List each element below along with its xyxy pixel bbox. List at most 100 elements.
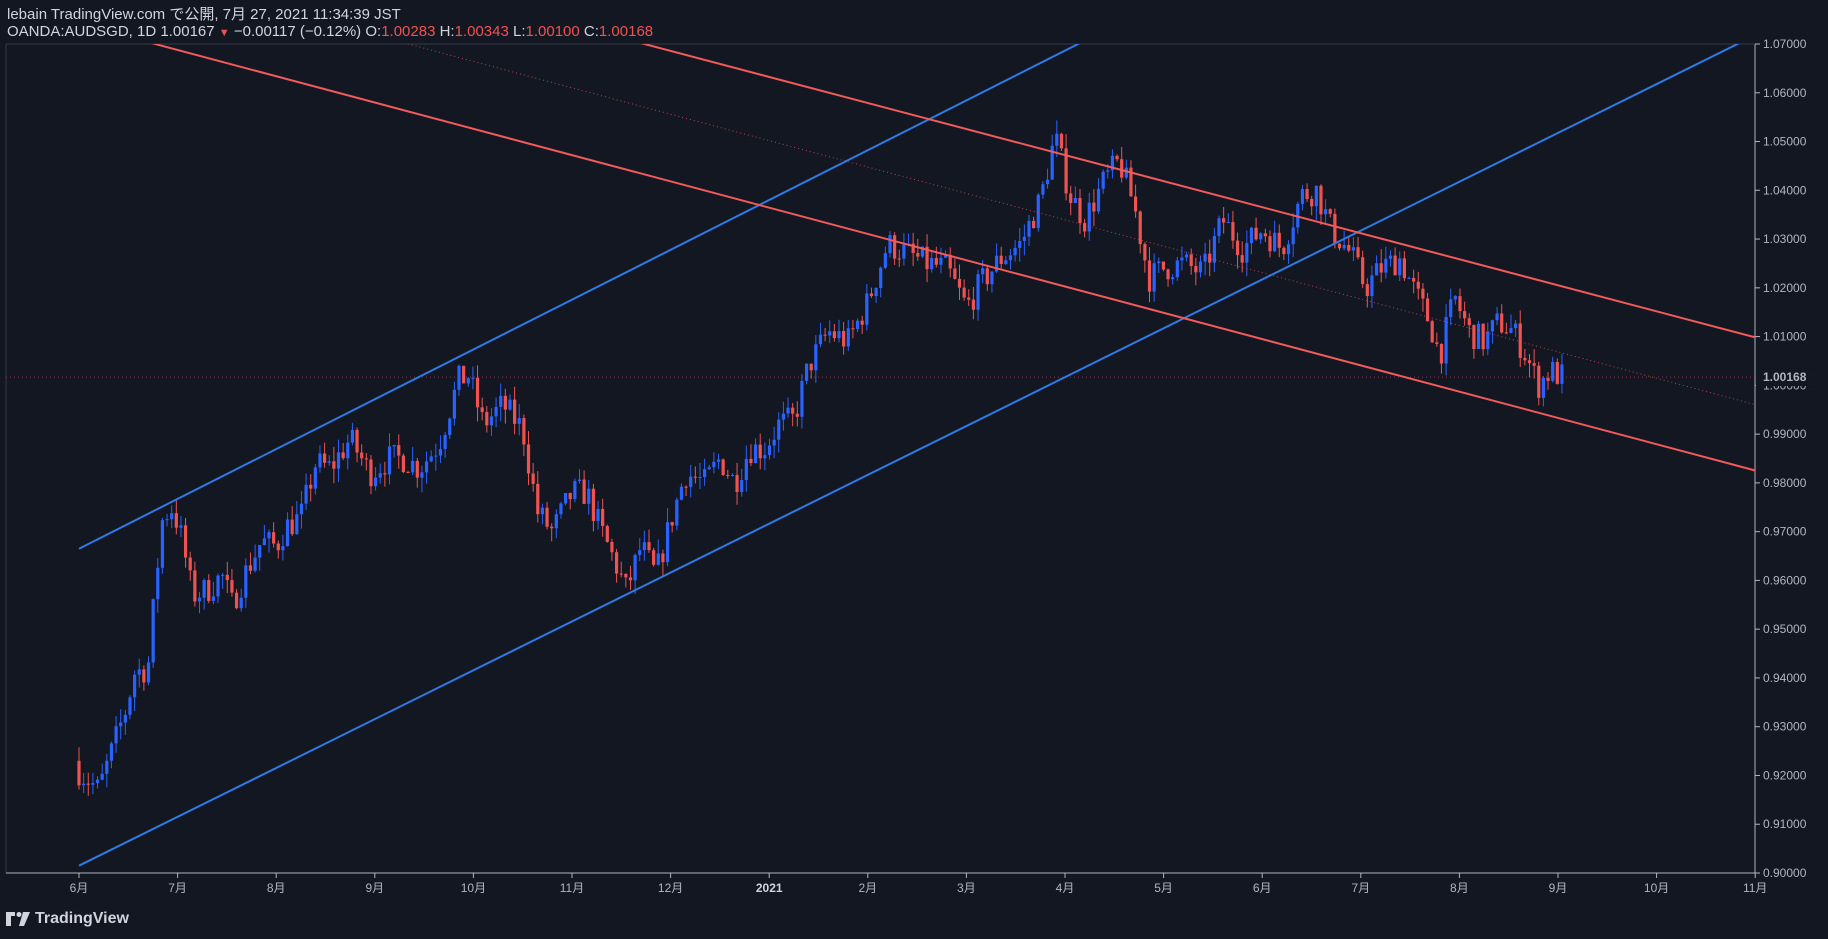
candle-up [828, 320, 832, 344]
candle-down [503, 388, 507, 424]
candle-down [934, 246, 938, 268]
candle-up [1198, 255, 1203, 278]
candle-up [434, 443, 438, 471]
candle-down [1458, 288, 1462, 319]
price-axis[interactable]: 1.07000 1.06000 1.05000 1.04000 1.03000 1.020… [1755, 37, 1822, 880]
candle-body [661, 553, 665, 563]
descending-channel-mid[interactable] [385, 38, 1765, 408]
down-arrow-icon: ▼ [218, 27, 230, 39]
candle-body [457, 365, 461, 390]
candle-down [693, 466, 697, 484]
candle-up [1291, 213, 1295, 258]
candle-body [777, 419, 781, 440]
candle-body [1384, 258, 1388, 273]
candle-up [763, 442, 767, 471]
candle-body [1393, 255, 1397, 276]
candle-up [1226, 213, 1230, 224]
candle-body [1319, 185, 1323, 215]
candle-body [234, 592, 239, 609]
candle-body [503, 395, 507, 410]
candle-body [272, 532, 276, 544]
candle-up [373, 467, 378, 491]
candle-down [1439, 343, 1444, 374]
candle-up [239, 588, 243, 612]
candle-body [1361, 257, 1365, 285]
ascending-channel-lower[interactable] [78, 38, 1749, 867]
candle-body [1551, 362, 1555, 381]
candle-body [1235, 240, 1240, 256]
candle-body [452, 389, 456, 419]
candle-body [258, 545, 262, 558]
candle-up [151, 598, 155, 668]
candle-up [675, 497, 679, 531]
candle-up [137, 658, 141, 688]
candle-down [957, 264, 962, 301]
candle-down [183, 517, 188, 568]
candle-body [1537, 365, 1541, 398]
candle-up [1245, 230, 1249, 277]
candle-body [953, 268, 957, 279]
candle-up [216, 573, 220, 604]
candle-up [1509, 314, 1513, 334]
candle-down [614, 548, 619, 583]
candle-up [1004, 256, 1008, 266]
candle-body [531, 473, 535, 484]
candle-down [661, 549, 665, 576]
publish-info: lebain TradingView.com で公開, 7月 27, 2021 … [7, 6, 401, 23]
candle-body [299, 503, 304, 515]
candle-up [1490, 319, 1495, 344]
candle-up [448, 417, 452, 439]
descending-channel-upper[interactable] [622, 38, 1765, 340]
candle-up [1101, 169, 1105, 194]
candle-up [939, 247, 943, 274]
candle-body [443, 434, 447, 449]
symbol-label[interactable]: OANDA:AUDSGD, 1D [7, 23, 157, 40]
candle-down [341, 442, 345, 461]
candle-down [1240, 241, 1244, 273]
candle-body [114, 726, 118, 744]
candle-body [276, 543, 280, 551]
candle-body [763, 455, 767, 459]
candle-body [137, 669, 141, 675]
candle-up [1453, 295, 1457, 305]
candle-down [971, 286, 976, 320]
candle-down [1120, 146, 1124, 183]
candle-down [591, 483, 595, 532]
candle-down [207, 574, 211, 604]
trendlines-layer[interactable] [78, 38, 1765, 867]
tradingview-logo[interactable]: TradingView [6, 910, 129, 928]
ohlc-legend[interactable]: OANDA:AUDSGD, 1D 1.00167 ▼ −0.00117 (−0.… [7, 23, 653, 42]
candle-body [1268, 236, 1272, 252]
candle-down [142, 665, 146, 691]
candle-down [355, 427, 359, 463]
candle-body [610, 541, 614, 553]
candle-up [411, 447, 415, 476]
candle-body [638, 550, 642, 555]
time-tick-label: 8月 [1450, 881, 1469, 895]
candle-body [1310, 198, 1314, 207]
candle-body [411, 460, 415, 473]
descending-channel-lower[interactable] [133, 38, 1765, 473]
candle-up [1171, 273, 1175, 285]
candle-body [1421, 288, 1425, 299]
candle-down [272, 522, 276, 548]
ascending-channel-upper[interactable] [78, 38, 1091, 550]
price-tick-label: 0.92000 [1763, 768, 1807, 782]
time-axis[interactable]: 6月 7月 8月 9月 10月 11月 12月 2021 2月 3月 4月 5月 6月 7月 8月 9月 10月… [70, 873, 1768, 895]
candle-up [1351, 237, 1356, 262]
last-price: 1.00167 [160, 23, 215, 40]
candle-body [429, 456, 433, 462]
candle-body [1147, 260, 1152, 292]
candle-down [193, 561, 197, 607]
candle-body [207, 580, 211, 601]
candle-body [703, 469, 707, 478]
candle-down [522, 414, 526, 457]
candle-up [165, 513, 169, 527]
candle-body [550, 526, 554, 529]
candle-body [865, 293, 869, 325]
candle-body [1027, 220, 1031, 237]
candle-body [568, 492, 572, 500]
high-label: H: [439, 23, 455, 40]
candle-up [392, 444, 396, 458]
